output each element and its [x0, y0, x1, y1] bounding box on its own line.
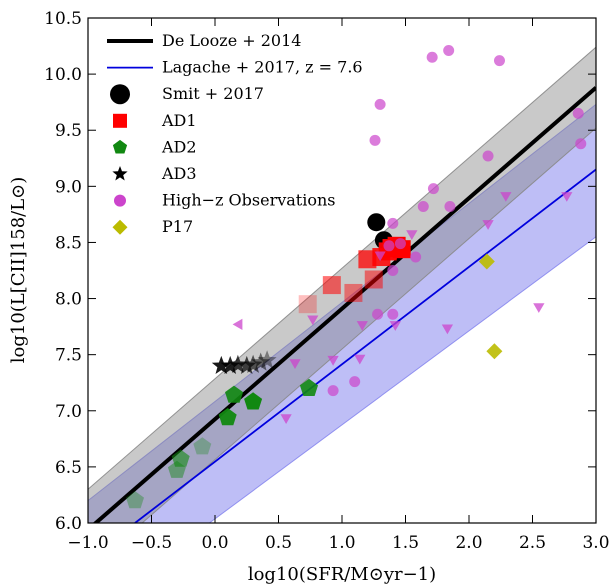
data-point [171, 449, 190, 467]
y-tick-label: 10.0 [44, 65, 82, 85]
data-point [344, 283, 363, 302]
data-point [358, 250, 377, 269]
data-point [575, 138, 587, 150]
data-point [251, 352, 271, 371]
data-point [228, 354, 248, 373]
y-tick-label: 7.5 [55, 346, 82, 366]
y-tick-label: 9.5 [55, 121, 82, 141]
legend-swatch [112, 139, 128, 154]
data-point [572, 107, 584, 119]
data-point [561, 192, 573, 202]
relation-band [88, 46, 596, 523]
data-point [327, 385, 339, 397]
legend-swatch [112, 219, 128, 235]
data-point [356, 321, 368, 331]
data-point [232, 318, 243, 330]
data-point [307, 315, 319, 326]
data-point [482, 220, 494, 230]
x-tick-label: 2.5 [519, 533, 546, 553]
x-tick-label: 0.5 [265, 533, 292, 553]
data-point [367, 213, 386, 232]
data-point [500, 192, 512, 202]
data-point [299, 378, 318, 396]
legend-label: AD3 [161, 164, 197, 183]
data-point [410, 251, 422, 263]
data-point [218, 408, 237, 426]
data-point [387, 217, 399, 229]
x-tick-label: 0.0 [201, 533, 228, 553]
y-tick-label: 10.5 [44, 9, 82, 29]
data-point [389, 321, 401, 331]
legend-label: Lagache + 2017, z = 7.6 [162, 58, 363, 77]
legend-label: De Looze + 2014 [162, 31, 301, 50]
data-point [327, 355, 339, 366]
y-tick-label: 6.5 [55, 458, 82, 478]
y-tick-label: 6.0 [55, 514, 82, 534]
data-point [482, 150, 494, 162]
legend-swatch [113, 113, 127, 128]
data-point [298, 295, 317, 314]
y-tick-label: 8.0 [55, 290, 82, 310]
data-point [289, 359, 301, 369]
data-point [280, 414, 292, 424]
data-point [478, 253, 495, 270]
legend-swatch [110, 84, 130, 105]
legend-swatch [112, 166, 128, 181]
data-point [444, 201, 456, 213]
data-point [243, 354, 263, 373]
y-tick-label: 8.5 [55, 233, 82, 253]
legend-swatch [114, 194, 126, 207]
data-point [406, 230, 418, 240]
legend-label: Smit + 2017 [162, 84, 264, 103]
x-tick-label: 1.0 [328, 533, 355, 553]
data-point [374, 98, 386, 110]
x-axis-label: log10(SFR/M⊙yr−1) [248, 564, 436, 585]
x-tick-label: 3.0 [582, 533, 609, 553]
y-axis-label: log10(L[CII]158/L⊙) [8, 177, 29, 364]
data-point [364, 270, 383, 289]
x-tick-label: −1.0 [67, 533, 108, 553]
data-point [417, 201, 429, 213]
data-point [322, 276, 341, 295]
data-point [441, 324, 453, 335]
relation-line [134, 168, 596, 523]
legend: De Looze + 2014 Lagache + 2017, z = 7.6 Sm… [107, 31, 363, 236]
legend-label: High−z Observations [162, 191, 336, 210]
data-point [427, 183, 439, 195]
data-point [257, 350, 277, 369]
ticks-layer: −1.0 −0.5 0.0 0.5 1.0 1.5 2.0 2.5 3.0 6.0 6.5 7.0 7.… [44, 9, 609, 553]
data-point [211, 355, 231, 374]
legend-label: AD2 [161, 137, 197, 156]
points-layer [126, 45, 587, 509]
data-point [220, 355, 240, 374]
data-point [237, 355, 257, 374]
data-point [486, 343, 503, 360]
data-point [369, 134, 381, 146]
data-point [426, 51, 438, 63]
data-point [225, 385, 244, 403]
data-point [349, 376, 361, 388]
data-point [533, 303, 545, 313]
data-point [372, 308, 384, 320]
data-point [354, 354, 366, 365]
y-tick-label: 9.0 [55, 177, 82, 197]
x-tick-label: 2.0 [455, 533, 482, 553]
legend-label: AD1 [161, 111, 197, 130]
y-tick-label: 7.0 [55, 402, 82, 422]
data-point [374, 251, 386, 262]
data-point [493, 55, 505, 67]
data-point [394, 238, 406, 250]
data-point [126, 491, 144, 509]
data-point [193, 437, 212, 455]
data-point [387, 308, 399, 320]
x-tick-label: 1.5 [392, 533, 419, 553]
data-point [443, 45, 455, 57]
data-point [383, 240, 395, 252]
data-point [244, 392, 263, 410]
legend-label: P17 [162, 217, 193, 236]
x-tick-label: −0.5 [131, 533, 172, 553]
data-point [387, 265, 399, 276]
